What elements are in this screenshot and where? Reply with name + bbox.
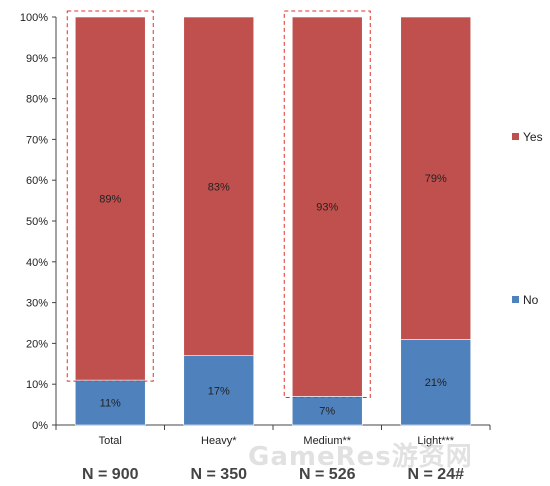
watermark: GameRes游资网 — [248, 442, 473, 472]
highlight-box — [283, 10, 371, 398]
sample-size-label: N = 526 — [299, 466, 356, 483]
data-label: 11% — [100, 398, 121, 410]
data-label: 7% — [319, 406, 335, 418]
data-label: 93% — [316, 202, 338, 214]
y-tick-label: 0% — [32, 420, 48, 432]
legend-label-no: No — [523, 293, 539, 307]
x-category-label: Light*** — [417, 435, 454, 447]
data-label: 89% — [99, 194, 121, 206]
y-tick-label: 30% — [26, 298, 48, 310]
highlight-box — [66, 10, 154, 382]
y-tick-label: 60% — [26, 175, 48, 187]
data-label: 83% — [208, 181, 230, 193]
sample-size-label: N = 24# — [408, 466, 465, 483]
y-tick-label: 40% — [26, 257, 48, 269]
data-label: 17% — [208, 385, 230, 397]
y-tick-label: 80% — [26, 94, 48, 106]
x-category-label: Medium** — [303, 435, 351, 447]
bar-no — [291, 396, 363, 426]
y-tick-label: 70% — [26, 134, 48, 146]
y-tick-label: 90% — [26, 53, 48, 65]
legend-swatch-yes — [512, 133, 519, 140]
bar-no — [400, 339, 472, 426]
bar-no — [183, 355, 255, 426]
legend-label-yes: Yes — [523, 130, 543, 144]
sample-size-label: N = 350 — [191, 466, 248, 483]
y-tick-label: 20% — [26, 338, 48, 350]
data-label: 21% — [425, 377, 447, 389]
data-label: 79% — [425, 173, 447, 185]
bar-yes — [183, 16, 255, 356]
y-tick-label: 100% — [20, 12, 48, 24]
y-tick-label: 10% — [26, 379, 48, 391]
x-category-label: Heavy* — [201, 435, 237, 447]
x-category-label: Total — [99, 435, 122, 447]
bar-yes — [291, 16, 363, 397]
sample-size-label: N = 900 — [82, 466, 139, 483]
bar-yes — [74, 16, 146, 381]
legend-swatch-no — [512, 296, 519, 303]
y-tick-label: 50% — [26, 216, 48, 228]
bar-yes — [400, 16, 472, 340]
